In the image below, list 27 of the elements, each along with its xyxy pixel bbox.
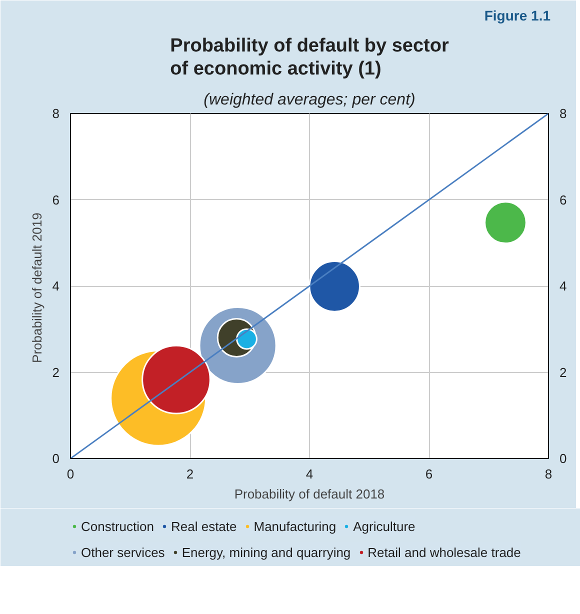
y2-tick-label: 0 (560, 451, 567, 466)
legend-label: Other services (81, 544, 165, 560)
chart-subtitle: (weighted averages; per cent) (204, 92, 416, 108)
y2-tick-label: 4 (560, 278, 567, 294)
legend-label: Real estate (170, 518, 237, 534)
y2-tick-label: 2 (560, 364, 567, 380)
legend-label: Retail and wholesale trade (368, 544, 521, 560)
legend-label: Manufacturing (254, 518, 336, 534)
x-tick-label: 6 (425, 466, 433, 482)
y2-tick-label: 6 (560, 192, 567, 208)
y2-tick-label: 8 (560, 106, 567, 121)
x-tick-label: 8 (544, 466, 552, 482)
y-tick-label: 8 (52, 106, 60, 121)
y-tick-label: 0 (52, 451, 60, 466)
x-tick-label: 2 (186, 466, 194, 482)
chart-title: Probability of default by sector of economic activity (1) (170, 35, 450, 80)
x-tick-label: 4 (306, 466, 314, 482)
y-tick-label: 2 (52, 364, 60, 380)
legend-label: Agriculture (353, 518, 416, 534)
y-tick-label: 6 (52, 192, 60, 208)
legend-label: Energy, mining and quarrying (182, 544, 351, 560)
x-tick-label: 0 (66, 466, 74, 482)
caption: Figure 1.1 (484, 8, 551, 24)
y-axis-title: Probability of default 2019 (29, 212, 44, 363)
x-axis-title: Probability of default 2018 (234, 486, 385, 502)
y-tick-label: 4 (52, 278, 60, 294)
legend-label: Construction (81, 518, 154, 534)
